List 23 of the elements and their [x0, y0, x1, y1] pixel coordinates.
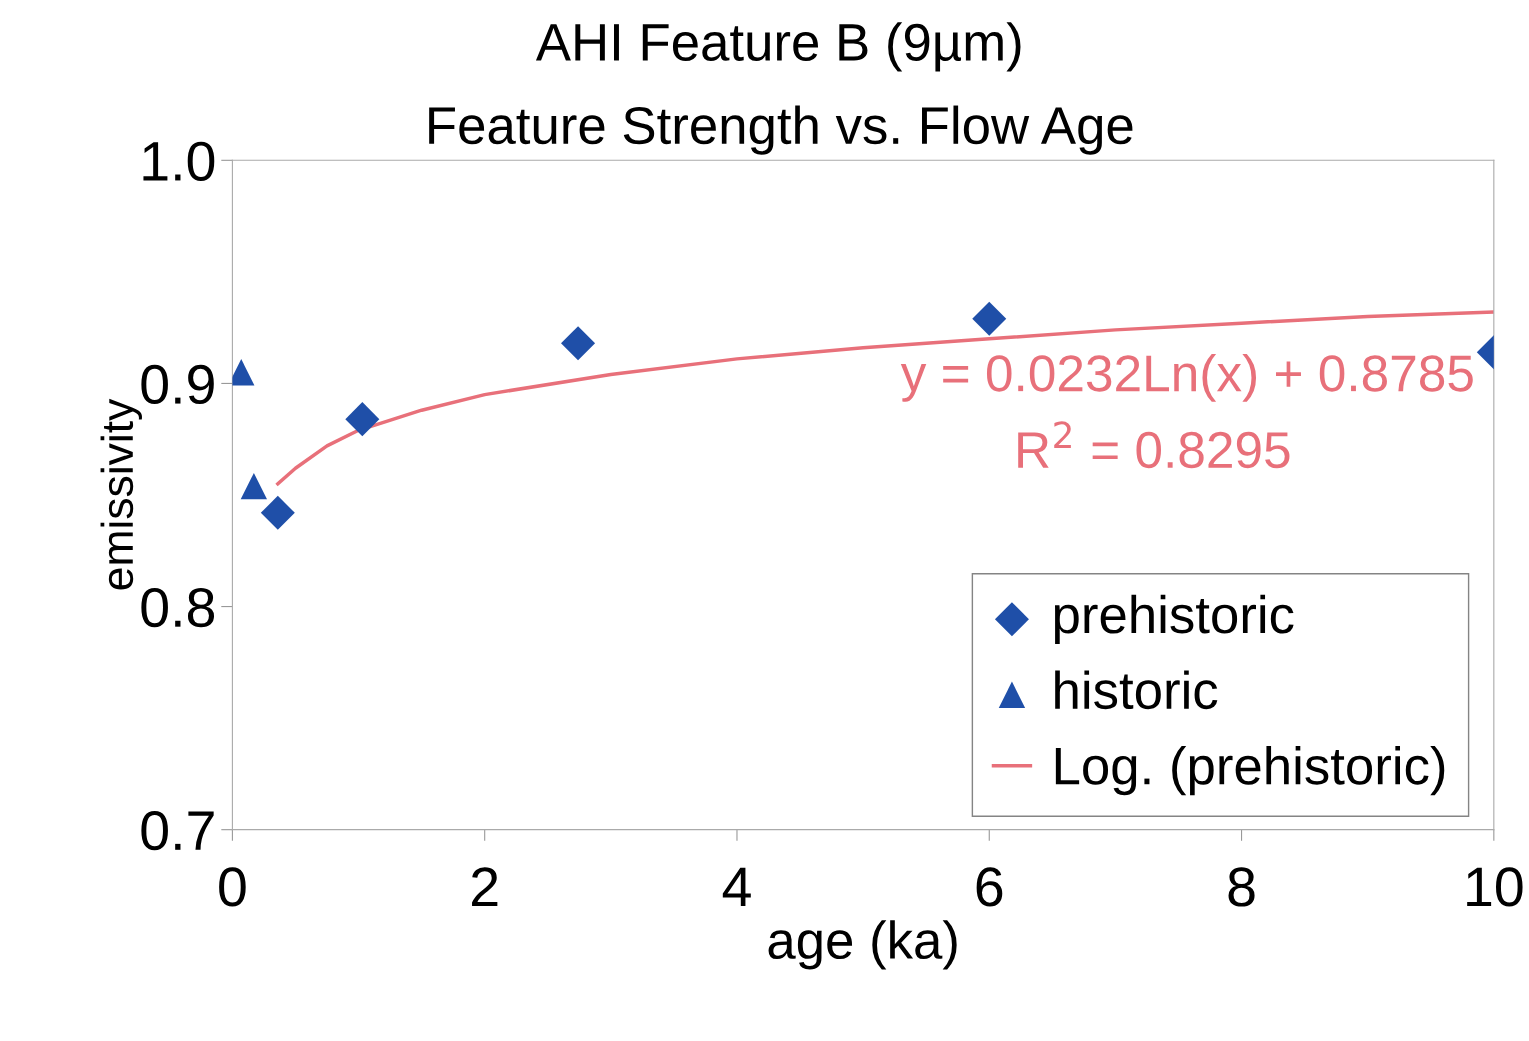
y-tick-label: 0.7 — [141, 811, 214, 851]
point — [260, 495, 295, 530]
chart-title: AHI Feature B (9µm) — [535, 22, 1021, 72]
x-tick-label: 0 — [219, 867, 246, 907]
line-series — [276, 310, 1494, 486]
point — [345, 402, 380, 437]
x-axis-title: age (ka) — [768, 920, 957, 970]
x-tick-label: 4 — [722, 867, 751, 907]
y-tick-label: 0.8 — [141, 587, 215, 628]
x-tick-label: 2 — [472, 867, 498, 907]
y-axis-title: emissivity — [100, 398, 142, 590]
x-tick-label: 6 — [976, 867, 1003, 907]
x-tick-label: 10 — [1467, 867, 1523, 907]
legend-label: prehistoric — [1054, 594, 1294, 644]
annotation: R$^{2}$ = 0.8295 — [1018, 421, 1290, 469]
legend-label: Log. (prehistoric) — [1055, 745, 1445, 796]
x-tick-label: 8 — [1228, 867, 1255, 907]
annotation: y = 0.0232Ln(x) + 0.8785 — [900, 353, 1473, 402]
point — [561, 326, 596, 361]
legend-label: historic — [1055, 670, 1218, 710]
y-tick-label: 1.0 — [143, 141, 215, 181]
y-tick-label: 0.9 — [141, 364, 214, 405]
chart-subtitle: Feature Strength vs. Flow Age — [429, 105, 1133, 155]
